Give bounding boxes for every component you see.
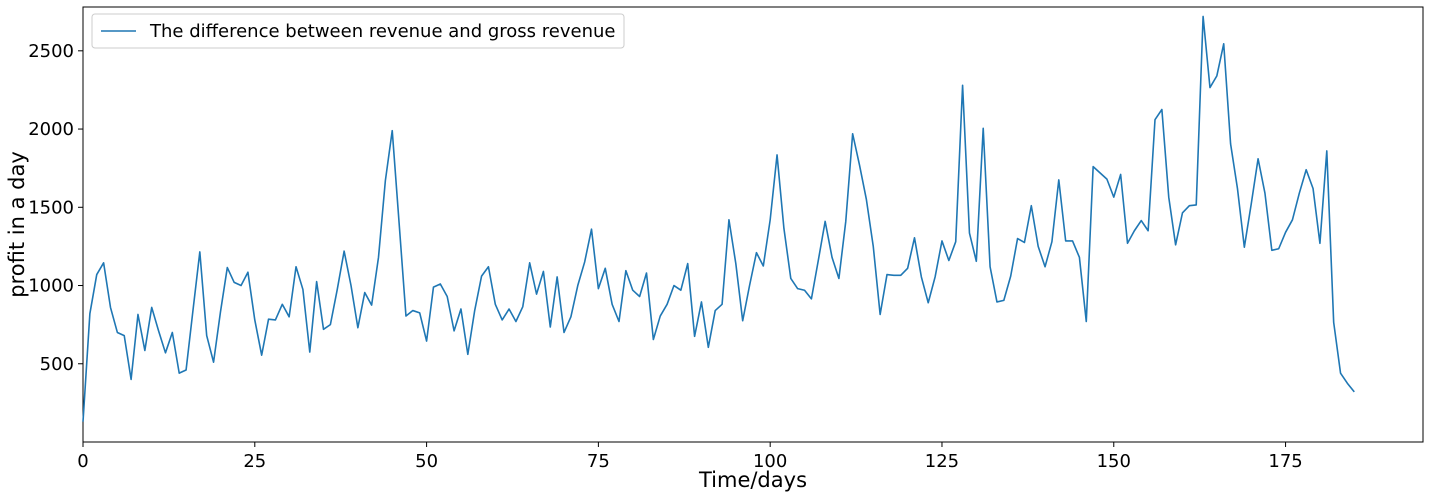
y-axis-label: profit in a day xyxy=(5,151,29,297)
legend: The difference between revenue and gross… xyxy=(91,13,625,49)
y-tick-label: 2500 xyxy=(28,41,74,62)
x-tick-label: 0 xyxy=(77,451,88,472)
plot-border xyxy=(82,6,1424,443)
y-axis-ticks: 500 1000 1500 2000 2500 xyxy=(28,41,83,375)
legend-entry: The difference between revenue and gross… xyxy=(149,21,615,42)
x-axis-ticks: 0 25 50 75 100 125 150 175 xyxy=(77,442,1303,472)
x-tick-label: 100 xyxy=(753,451,787,472)
x-tick-label: 50 xyxy=(415,451,438,472)
y-tick-label: 1000 xyxy=(28,276,74,297)
y-tick-label: 1500 xyxy=(28,197,74,218)
legend-box xyxy=(91,13,625,49)
plot-frame xyxy=(82,6,1424,443)
x-tick-label: 25 xyxy=(243,451,266,472)
y-tick-label: 500 xyxy=(40,354,74,375)
x-tick-label: 175 xyxy=(1268,451,1302,472)
series-layer xyxy=(82,15,1355,422)
x-axis-label: Time/days xyxy=(698,468,807,492)
x-tick-label: 125 xyxy=(925,451,959,472)
y-tick-label: 2000 xyxy=(28,119,74,140)
series-line xyxy=(82,15,1355,422)
x-tick-label: 75 xyxy=(587,451,610,472)
x-tick-label: 150 xyxy=(1097,451,1131,472)
